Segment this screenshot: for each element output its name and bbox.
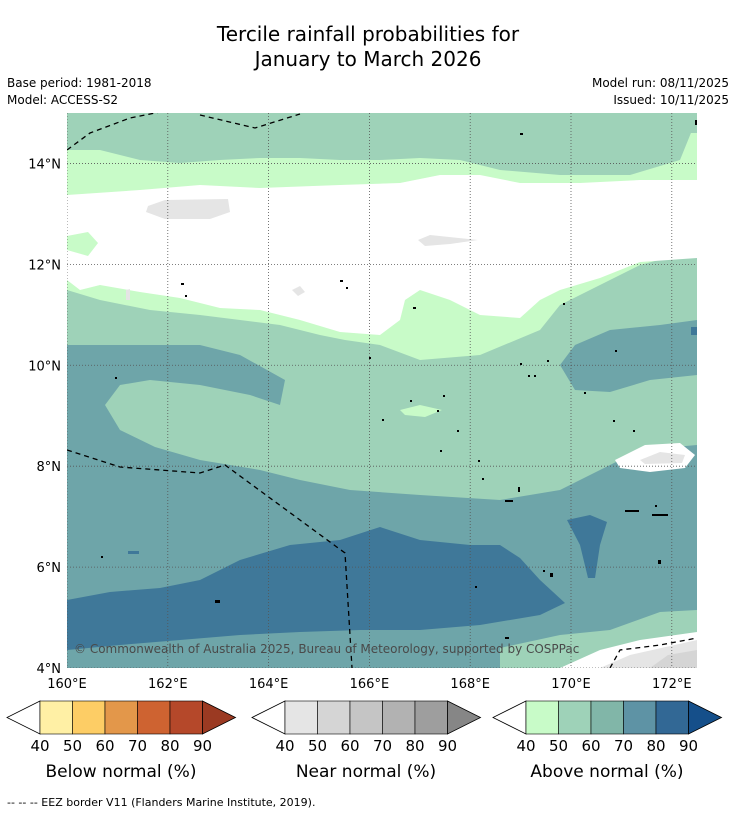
region-above-40-mid-patch: [400, 405, 442, 417]
colorbar-tick-label: 70: [614, 737, 633, 755]
colorbar-tick-label: 80: [160, 737, 179, 755]
region-above-50-top: [67, 113, 697, 175]
colorbar-tick-label: 40: [516, 737, 535, 755]
islands: [101, 120, 697, 639]
colorbar-tick-label: 60: [581, 737, 600, 755]
colorbar-segment: [169, 700, 203, 735]
lat-tick-label: 4°N: [37, 662, 62, 677]
region-near-40-d: [126, 289, 130, 300]
lon-tick-label: 160°E: [47, 677, 87, 692]
colorbar-tick-label: 80: [405, 737, 424, 755]
colorbar-tick-label: 60: [95, 737, 114, 755]
colorbar-segment: [39, 700, 73, 735]
eez-border-north: [67, 113, 301, 151]
colorbar-segment: [590, 700, 624, 735]
model-run: Model run: 08/11/2025: [591, 76, 729, 90]
copyright-text: © Commonwealth of Australia 2025, Bureau…: [74, 642, 579, 656]
colorbar-label-near: Near normal (%): [295, 762, 437, 782]
colorbar-segment: [623, 700, 657, 735]
model-name: Model: ACCESS-S2: [7, 93, 119, 107]
region-no-signal-north: [67, 175, 697, 335]
colorbar-segment: [349, 700, 383, 735]
eez-border-southeast: [609, 637, 697, 668]
axis-labels: 160°E 162°E 164°E 166°E 168°E 170°E 172°E 4°N 6°…: [28, 157, 691, 692]
colorbar-segment: [558, 700, 592, 735]
colorbar-label-above: Above normal (%): [530, 762, 684, 782]
colorbar-tick-label: 60: [340, 737, 359, 755]
lon-tick-label: 168°E: [450, 677, 490, 692]
region-above-60-east: [560, 320, 697, 392]
lon-tick-label: 162°E: [148, 677, 188, 692]
colorbar-over-triangle: [447, 700, 482, 735]
lon-tick-label: 164°E: [249, 677, 289, 692]
lon-tick-label: 172°E: [652, 677, 692, 692]
lon-tick-label: 166°E: [350, 677, 390, 692]
region-near-40-b: [418, 235, 478, 246]
colorbar-tick-label: 40: [275, 737, 294, 755]
colorbar-tick-label: 50: [549, 737, 568, 755]
colorbar-segment: [317, 700, 351, 735]
colorbar-over-triangle: [688, 700, 723, 735]
map-plot-area: © Commonwealth of Australia 2025, Bureau…: [67, 113, 697, 668]
colorbar-near: 40 50 60 70 80 90: [251, 700, 482, 755]
colorbars: 40 50 60 70 80 90 40 50 60 70 80 90 40 50 60 70 80 90: [6, 700, 723, 755]
colorbar-tick-label: 80: [646, 737, 665, 755]
region-near-40-east: [640, 452, 685, 464]
colorbar-below: 40 50 60 70 80 90: [6, 700, 237, 755]
colorbar-segment: [284, 700, 318, 735]
lon-tick-label: 170°E: [551, 677, 591, 692]
region-above-70-south: [67, 527, 565, 650]
lat-tick-label: 12°N: [28, 258, 61, 273]
colorbar-over-triangle: [202, 700, 237, 735]
colorbar-under-triangle: [492, 700, 527, 735]
colorbar-tick-label: 70: [128, 737, 147, 755]
colorbar-under-triangle: [6, 700, 41, 735]
colorbar-segment: [414, 700, 448, 735]
colorbar-segment: [137, 700, 171, 735]
colorbar-above: 40 50 60 70 80 90: [492, 700, 723, 755]
region-near-50-south: [650, 650, 697, 668]
title-line-2: January to March 2026: [254, 47, 482, 71]
eez-border-south: [67, 449, 353, 668]
issued-date: Issued: 10/11/2025: [613, 93, 729, 107]
colorbar-tick-label: 90: [438, 737, 457, 755]
region-near-40-c: [292, 286, 305, 296]
title-line-1: Tercile rainfall probabilities for: [216, 22, 520, 46]
region-near-40-a: [146, 199, 230, 219]
lat-tick-label: 14°N: [28, 157, 61, 172]
colorbar-segment: [72, 700, 106, 735]
meta-left: Base period: 1981-2018 Model: ACCESS-S2: [7, 75, 152, 109]
colorbar-segment: [382, 700, 416, 735]
colorbar-label-below: Below normal (%): [45, 762, 197, 782]
eez-footnote: -- -- -- EEZ border V11 (Flanders Marine…: [7, 796, 316, 809]
colorbar-tick-label: 50: [308, 737, 327, 755]
colorbar-segment: [104, 700, 138, 735]
colorbar-tick-label: 90: [679, 737, 698, 755]
colorbar-segment: [655, 700, 689, 735]
grid-lines: [67, 113, 697, 668]
colorbar-tick-label: 90: [193, 737, 212, 755]
lat-tick-label: 6°N: [37, 561, 62, 576]
colorbar-tick-label: 50: [63, 737, 82, 755]
map-title: Tercile rainfall probabilities for Janua…: [0, 22, 736, 72]
region-above-40-left-patch: [67, 232, 98, 256]
colorbar-tick-label: 70: [373, 737, 392, 755]
lat-tick-label: 10°N: [28, 359, 61, 374]
meta-right: Model run: 08/11/2025 Issued: 10/11/2025: [592, 75, 729, 109]
base-period: Base period: 1981-2018: [7, 76, 152, 90]
lat-tick-label: 8°N: [37, 460, 62, 475]
region-above-70-east-patch: [567, 515, 607, 578]
colorbar-under-triangle: [251, 700, 286, 735]
colorbar-tick-label: 40: [30, 737, 49, 755]
colorbar-segment: [525, 700, 559, 735]
